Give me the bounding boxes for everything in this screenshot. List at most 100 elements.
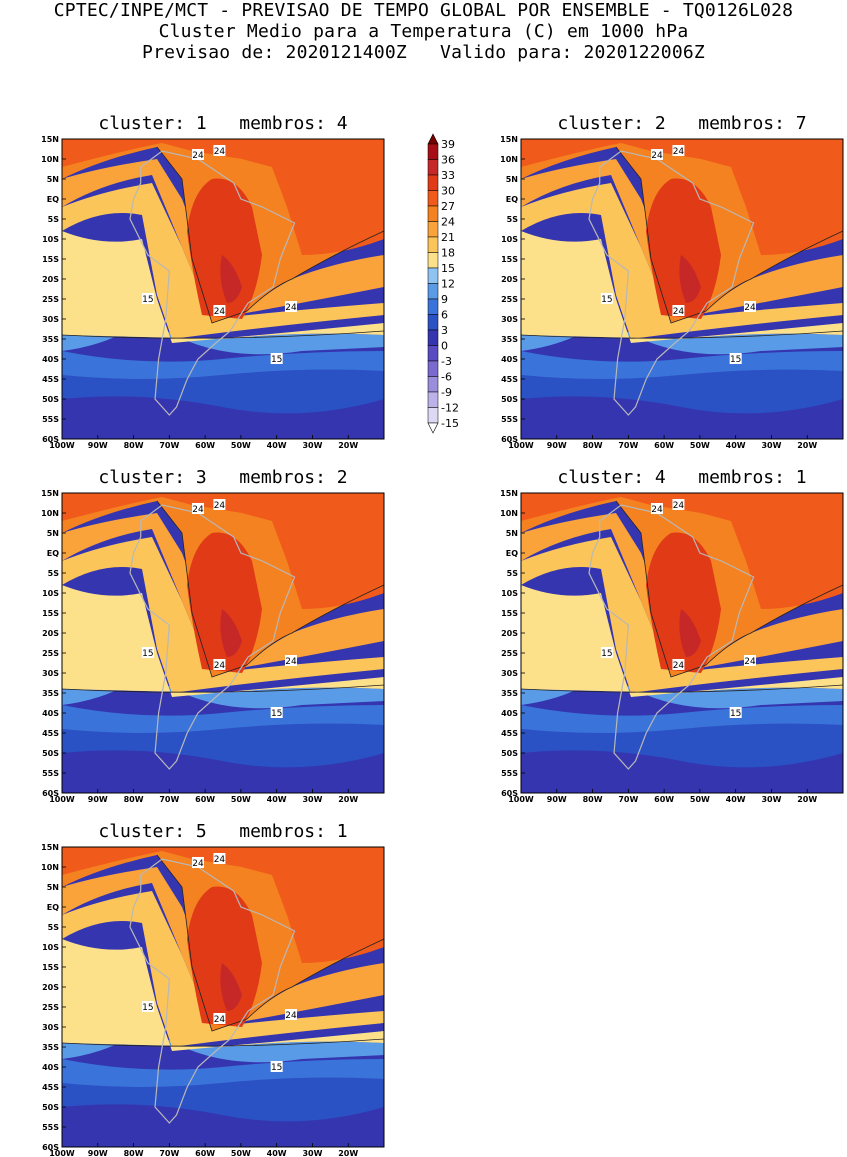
lat-label: 10S <box>501 589 518 598</box>
temperature-band <box>220 609 242 657</box>
lat-label: 20S <box>501 629 518 638</box>
lon-label: 100W <box>508 441 534 450</box>
lat-label: 55S <box>501 769 518 778</box>
temperature-band <box>62 1011 384 1063</box>
colorbar-swatch <box>427 360 439 377</box>
lat-label: 45S <box>42 1083 59 1092</box>
lat-label: 5S <box>48 215 60 224</box>
map-panel-5: 24 24 15 24 24 15 15N 10N 5N EQ 5S 10S 15S 20S 25S 30S 3… <box>41 843 385 1157</box>
temperature-band <box>62 585 384 697</box>
colorbar-label: 24 <box>441 216 455 229</box>
lat-label: 60S <box>42 435 59 444</box>
lat-label: 5N <box>506 529 518 538</box>
panel-3-title: cluster: 3 membros: 2 <box>98 467 348 488</box>
contour-label: 24 <box>192 859 204 869</box>
lat-label: 5N <box>47 529 59 538</box>
colorbar-label: 0 <box>441 340 448 353</box>
field-layer <box>61 139 385 439</box>
contour-label-bg <box>672 305 685 316</box>
colorbar-swatch <box>427 283 439 300</box>
coastline <box>129 150 296 416</box>
lat-label: 55S <box>42 769 59 778</box>
colorbar-swatch <box>427 314 439 331</box>
lat-label: 55S <box>501 415 518 424</box>
temperature-band <box>521 183 843 339</box>
lon-label: 90W <box>88 441 108 450</box>
temperature-band <box>187 886 262 1027</box>
lat-label: 60S <box>42 789 59 798</box>
temperature-band <box>679 255 701 303</box>
lat-label: 5S <box>48 923 60 932</box>
temperature-band <box>62 939 384 1051</box>
colorbar-swatch <box>427 329 439 346</box>
contour-label: 24 <box>651 505 663 515</box>
temperature-band <box>521 657 843 709</box>
lat-label: EQ <box>506 195 518 204</box>
temperature-band <box>521 513 843 673</box>
lat-label: 15S <box>42 255 59 264</box>
lat-label: 15N <box>500 135 518 144</box>
temperature-band <box>521 351 843 379</box>
temperature-band <box>521 139 843 255</box>
temperature-band <box>62 750 384 793</box>
lon-label: 60W <box>654 795 674 804</box>
temperature-band <box>62 513 384 673</box>
colorbar-swatch <box>427 159 439 176</box>
contour-label-bg <box>141 293 154 304</box>
map-frame <box>61 492 385 794</box>
lat-label: 5S <box>48 569 60 578</box>
contour-label-bg <box>600 647 613 658</box>
colorbar-label: 18 <box>441 247 455 260</box>
temperature-band <box>62 1059 384 1087</box>
contour-label-bg <box>284 301 297 312</box>
lat-label: 40S <box>42 709 59 718</box>
lat-label: 35S <box>42 1043 59 1052</box>
temperature-band <box>62 1077 384 1122</box>
lon-label: 100W <box>49 441 75 450</box>
lat-label: 15N <box>41 135 59 144</box>
temperature-band <box>62 891 384 1047</box>
map-frame <box>61 846 385 1148</box>
lat-label: 30S <box>501 315 518 324</box>
colorbar-label: 3 <box>441 324 448 337</box>
lat-label: 45S <box>501 729 518 738</box>
lon-label: 100W <box>49 795 75 804</box>
contour-label-bg <box>270 1061 283 1072</box>
contour-label: 24 <box>192 505 204 515</box>
lat-label: EQ <box>506 549 518 558</box>
lat-label: 30S <box>42 1023 59 1032</box>
contour-label-bg <box>672 145 685 156</box>
contour-label-bg <box>141 647 154 658</box>
panel-4-title: cluster: 4 membros: 1 <box>557 467 807 488</box>
lat-label: 15S <box>42 609 59 618</box>
contour-label: 15 <box>730 709 741 719</box>
colorbar-label: 27 <box>441 200 455 213</box>
map-frame <box>520 138 844 440</box>
lat-label: 15N <box>500 489 518 498</box>
temperature-band <box>521 159 843 319</box>
lat-label: 50S <box>501 749 518 758</box>
lat-label: 35S <box>501 335 518 344</box>
lat-label: 5S <box>507 215 519 224</box>
lat-label: 20S <box>42 275 59 284</box>
contour-label: 24 <box>214 147 226 157</box>
colorbar-swatch <box>427 174 439 191</box>
lon-label: 50W <box>231 1149 251 1157</box>
contour-label: 15 <box>601 649 612 659</box>
lat-label: 5N <box>47 175 59 184</box>
lat-label: 5N <box>506 175 518 184</box>
colorbar-label: 21 <box>441 231 455 244</box>
lon-label: 40W <box>267 795 287 804</box>
colorbar-bottom-arrow <box>427 422 439 434</box>
lon-label: 70W <box>618 795 638 804</box>
temperature-band <box>521 585 843 697</box>
colorbar-label: -6 <box>441 371 452 384</box>
lon-label: 30W <box>302 795 322 804</box>
colorbar-label: 9 <box>441 293 448 306</box>
temperature-band <box>62 867 384 1027</box>
lat-label: EQ <box>47 903 59 912</box>
lat-label: 50S <box>42 1103 59 1112</box>
contour-label-bg <box>213 145 226 156</box>
field-layer <box>61 847 385 1147</box>
lon-label: 90W <box>88 795 108 804</box>
